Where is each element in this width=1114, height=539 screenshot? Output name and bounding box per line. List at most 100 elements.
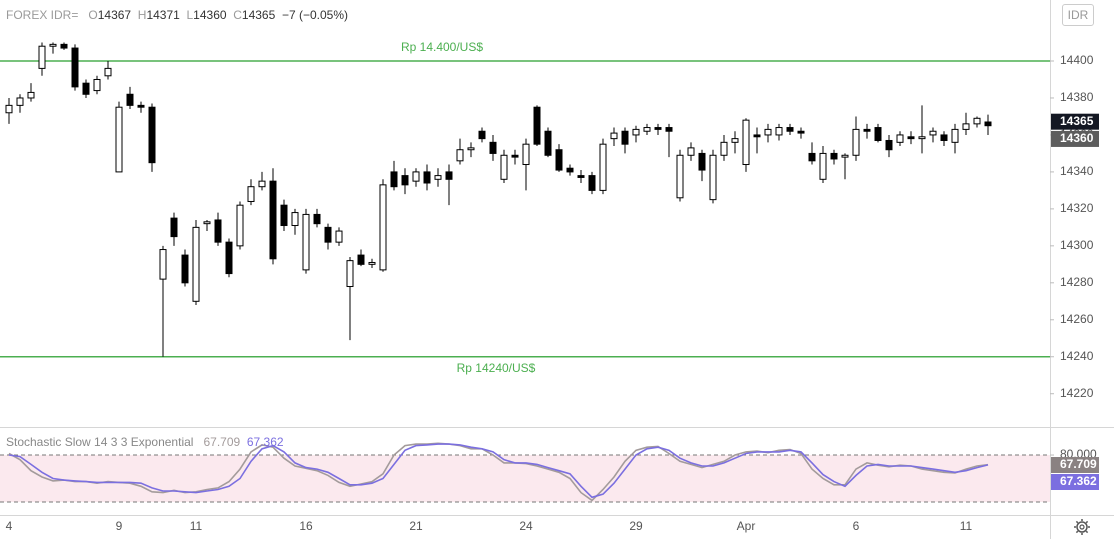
candle-body <box>709 154 717 201</box>
candle-body <box>764 128 772 136</box>
candle-body <box>511 154 519 158</box>
candle-body <box>720 141 728 156</box>
candle-body <box>258 180 266 188</box>
level-label: Rp 14240/US$ <box>457 361 536 375</box>
y-tick-label: 14400 <box>1060 53 1094 67</box>
currency-button[interactable]: IDR <box>1062 4 1094 26</box>
indicator-legend: Stochastic Slow 14 3 3 Exponential 67.70… <box>6 435 284 449</box>
candle-body <box>379 184 387 271</box>
x-tick-label: Apr <box>737 519 756 533</box>
candle-body <box>192 226 200 302</box>
candle-body <box>632 128 640 136</box>
candle-body <box>412 171 420 182</box>
price-label-bg <box>1051 130 1099 147</box>
candle-body <box>786 127 794 132</box>
k-value: 67.709 <box>203 435 241 449</box>
candle-body <box>841 154 849 158</box>
band-fill <box>0 455 1050 503</box>
candle-body <box>654 127 662 130</box>
y-tick-label: 14280 <box>1060 275 1094 289</box>
candle-body <box>27 91 35 99</box>
candle-body <box>478 130 486 140</box>
candle-body <box>247 186 255 202</box>
gear-ring <box>1076 521 1088 533</box>
candle-body <box>731 138 739 143</box>
change: −7 (−0.05%) <box>281 8 348 22</box>
candle-body <box>599 143 607 191</box>
candle-body <box>104 67 112 77</box>
x-tick-label: 6 <box>853 519 860 533</box>
candle-body <box>313 213 321 225</box>
candle-body <box>588 175 596 191</box>
ohlc-key: O <box>88 8 98 22</box>
y-tick-label: 14300 <box>1060 238 1094 252</box>
candle-body <box>643 127 651 132</box>
x-tick-label: 21 <box>409 519 423 533</box>
value-label: 67.709 <box>1060 457 1097 471</box>
stoch-line <box>8 443 989 499</box>
gear-teeth <box>1074 519 1090 535</box>
candle-body <box>390 171 398 188</box>
candle-body <box>544 130 552 156</box>
candle-body <box>434 175 442 180</box>
price-label: 14365 <box>1060 114 1094 128</box>
price-label: 14360 <box>1060 131 1094 145</box>
ohlc-value: 14367 <box>97 8 132 22</box>
candle-body <box>676 154 684 199</box>
symbol-legend: FOREX IDR= O14367 H14371 L14360 C14365 −… <box>6 8 348 22</box>
candle-body <box>687 147 695 156</box>
ohlc-value: 14365 <box>241 8 276 22</box>
candle-body <box>819 152 827 180</box>
candle-body <box>357 254 365 265</box>
y-tick-label: 14260 <box>1060 312 1094 326</box>
candle-body <box>214 219 222 243</box>
candle-body <box>93 78 101 92</box>
x-tick-label: 24 <box>519 519 533 533</box>
candle-body <box>885 139 893 151</box>
ohlc-key: L <box>186 8 194 22</box>
candle-body <box>830 152 838 160</box>
y-tick-label: 14240 <box>1060 349 1094 363</box>
candle-body <box>82 82 90 95</box>
candle-body <box>907 136 915 140</box>
candle-body <box>984 121 992 127</box>
candle-body <box>203 221 211 225</box>
candle-body <box>401 175 409 186</box>
candle-body <box>918 136 926 140</box>
candle-body <box>753 134 761 138</box>
candle-body <box>159 249 167 280</box>
symbol-name: FOREX IDR= <box>6 8 79 22</box>
candle-body <box>423 171 431 184</box>
candle-body <box>38 45 46 69</box>
candle-body <box>115 106 123 173</box>
candle-body <box>742 119 750 166</box>
candle-body <box>137 104 145 108</box>
candle-body <box>148 106 156 164</box>
candle-body <box>489 141 497 154</box>
candle-body <box>170 217 178 238</box>
ohlc-value: 14360 <box>193 8 227 22</box>
y-tick-label: 14320 <box>1060 201 1094 215</box>
ohlc-key: H <box>137 8 147 22</box>
candle-body <box>368 261 376 265</box>
x-tick-label: 11 <box>190 519 203 533</box>
candle-body <box>929 130 937 136</box>
y-tick-label: 14340 <box>1060 164 1094 178</box>
candle-body <box>71 47 79 88</box>
candle-body <box>225 241 233 275</box>
candle-body <box>467 147 475 151</box>
x-tick-label: 11 <box>960 519 973 533</box>
indicator-name: Stochastic Slow 14 3 3 Exponential <box>6 435 194 449</box>
candle-body <box>940 134 948 141</box>
candle-body <box>302 213 310 271</box>
ohlc-value: 14371 <box>146 8 180 22</box>
x-tick-label: 29 <box>629 519 643 533</box>
value-label-bg <box>1051 457 1099 473</box>
gear-hub <box>1079 524 1085 530</box>
candle-body <box>16 97 24 106</box>
price-label-bg <box>1051 113 1099 130</box>
candle-body <box>973 117 981 125</box>
candle-body <box>335 230 343 243</box>
settings-icon[interactable] <box>1074 519 1090 535</box>
